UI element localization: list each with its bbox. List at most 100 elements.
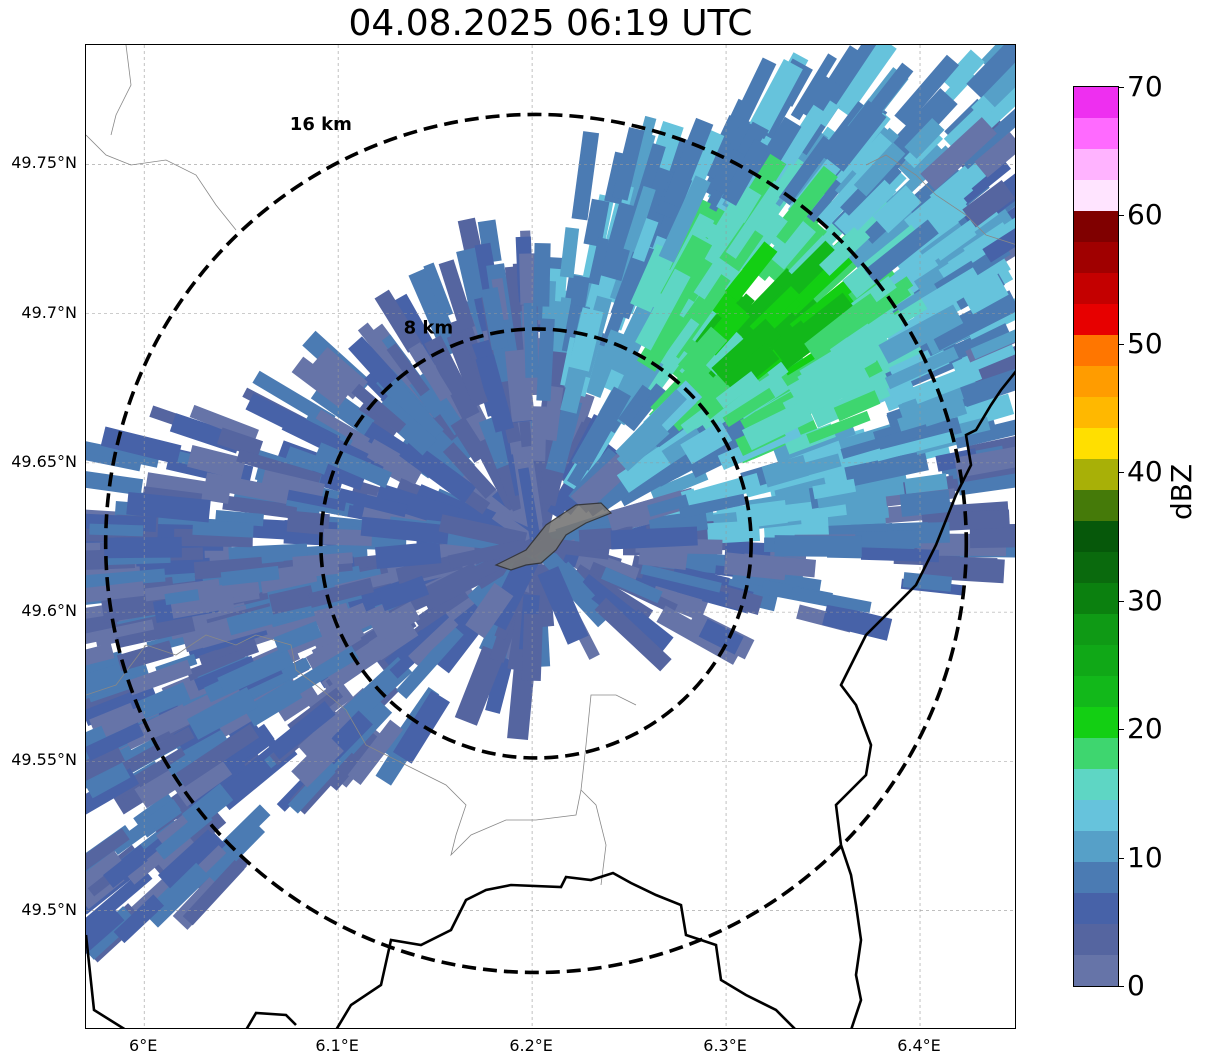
echo-cell xyxy=(537,566,589,645)
echo-cell xyxy=(472,534,544,581)
echo-cell xyxy=(897,398,968,435)
echo-cell xyxy=(433,620,481,674)
echo-cell xyxy=(507,668,535,741)
echo-cell xyxy=(886,253,927,288)
echo-cell xyxy=(855,530,921,549)
colorbar-segment xyxy=(1074,520,1118,552)
echo-cell xyxy=(947,321,1011,360)
echo-cell xyxy=(698,618,744,655)
echo-cell xyxy=(134,765,184,809)
city-area-marker xyxy=(494,502,613,571)
lat-tick-label: 49.75°N xyxy=(11,153,77,173)
echo-cell xyxy=(737,213,788,274)
echo-cell xyxy=(588,237,609,286)
echo-cell xyxy=(395,553,463,584)
echo-cell xyxy=(911,362,983,405)
range-ring-16km xyxy=(103,112,969,975)
colorbar-segment xyxy=(1074,272,1118,304)
echo-cell xyxy=(86,643,115,670)
echo-cell xyxy=(86,470,144,496)
borders-layer xyxy=(86,45,1015,1028)
echo-cell xyxy=(647,494,689,517)
echo-cell xyxy=(725,180,785,259)
echo-cell xyxy=(289,645,360,696)
echo-cell xyxy=(377,575,430,612)
echo-cell xyxy=(833,390,881,422)
echo-cell xyxy=(517,467,541,542)
echo-cell xyxy=(799,74,840,122)
colorbar-segment xyxy=(1074,954,1118,986)
echo-cell xyxy=(904,173,974,237)
echo-cell xyxy=(687,271,731,324)
region-border xyxy=(86,134,237,231)
colorbar-segment xyxy=(1074,768,1118,800)
echo-cell xyxy=(612,127,645,201)
range-ring-label: 8 km xyxy=(404,318,454,339)
lat-tick-label: 49.6°N xyxy=(21,601,77,621)
echo-cell xyxy=(968,339,1015,386)
echo-cell xyxy=(954,444,1015,478)
echo-cell xyxy=(950,158,1012,211)
echo-cell xyxy=(849,132,898,183)
echo-cell xyxy=(741,399,814,451)
echo-cell xyxy=(374,541,442,569)
echo-cell xyxy=(194,655,257,691)
echo-cell xyxy=(841,286,911,338)
echo-cell xyxy=(959,360,1015,408)
lon-tick-label: 6.4°E xyxy=(897,1036,941,1055)
echo-cell xyxy=(530,406,547,462)
echo-cell xyxy=(287,763,336,814)
echo-cell xyxy=(635,268,691,351)
echo-cell xyxy=(415,370,467,436)
echo-cell xyxy=(396,625,464,700)
radar-map[interactable]: 8 km 16 km xyxy=(85,44,1016,1029)
echo-cell xyxy=(374,289,423,353)
colorbar-tick xyxy=(1118,87,1124,88)
echo-cell xyxy=(447,539,527,570)
echo-cell xyxy=(677,326,728,379)
echo-cell xyxy=(749,59,803,134)
echo-cell xyxy=(698,183,762,267)
echo-cell xyxy=(408,342,453,402)
echo-cell xyxy=(376,370,444,443)
echo-cell xyxy=(616,446,671,493)
echo-cell xyxy=(623,609,674,657)
echo-cell xyxy=(186,649,247,683)
echo-cell xyxy=(868,297,930,342)
echo-cell xyxy=(323,727,381,791)
echo-cell xyxy=(418,562,484,611)
colorbar-segment xyxy=(1074,303,1118,335)
echo-cell xyxy=(901,381,968,420)
echo-cell xyxy=(217,646,294,696)
echo-cell xyxy=(273,621,323,654)
echo-cell xyxy=(712,149,746,195)
echo-cell xyxy=(175,723,260,787)
echo-cell xyxy=(268,701,336,760)
colorbar-segment xyxy=(1074,489,1118,521)
echo-cell xyxy=(243,679,303,727)
echo-cell xyxy=(875,430,957,462)
echo-cell xyxy=(766,217,816,270)
country-border xyxy=(245,1011,297,1028)
echo-cell xyxy=(779,104,828,166)
echo-cell xyxy=(86,581,145,606)
echo-cell xyxy=(878,304,964,364)
country-border xyxy=(834,370,1015,1028)
echo-cell xyxy=(819,226,871,276)
echo-cell xyxy=(438,259,475,331)
echo-cell xyxy=(222,495,298,520)
echo-cell xyxy=(86,744,126,789)
colorbar-tick-label: 30 xyxy=(1127,583,1163,617)
echo-cell xyxy=(442,442,497,499)
colorbar-segment xyxy=(1074,179,1118,211)
echo-cell xyxy=(86,568,166,589)
echo-cell xyxy=(86,619,155,646)
echo-cell xyxy=(845,179,897,231)
echo-cell xyxy=(192,519,254,538)
echo-cell xyxy=(285,446,330,475)
echo-cell xyxy=(181,783,234,831)
echo-cell xyxy=(655,318,700,375)
echo-cell xyxy=(711,318,782,386)
echo-cell xyxy=(144,578,221,602)
echo-cell xyxy=(86,722,145,761)
